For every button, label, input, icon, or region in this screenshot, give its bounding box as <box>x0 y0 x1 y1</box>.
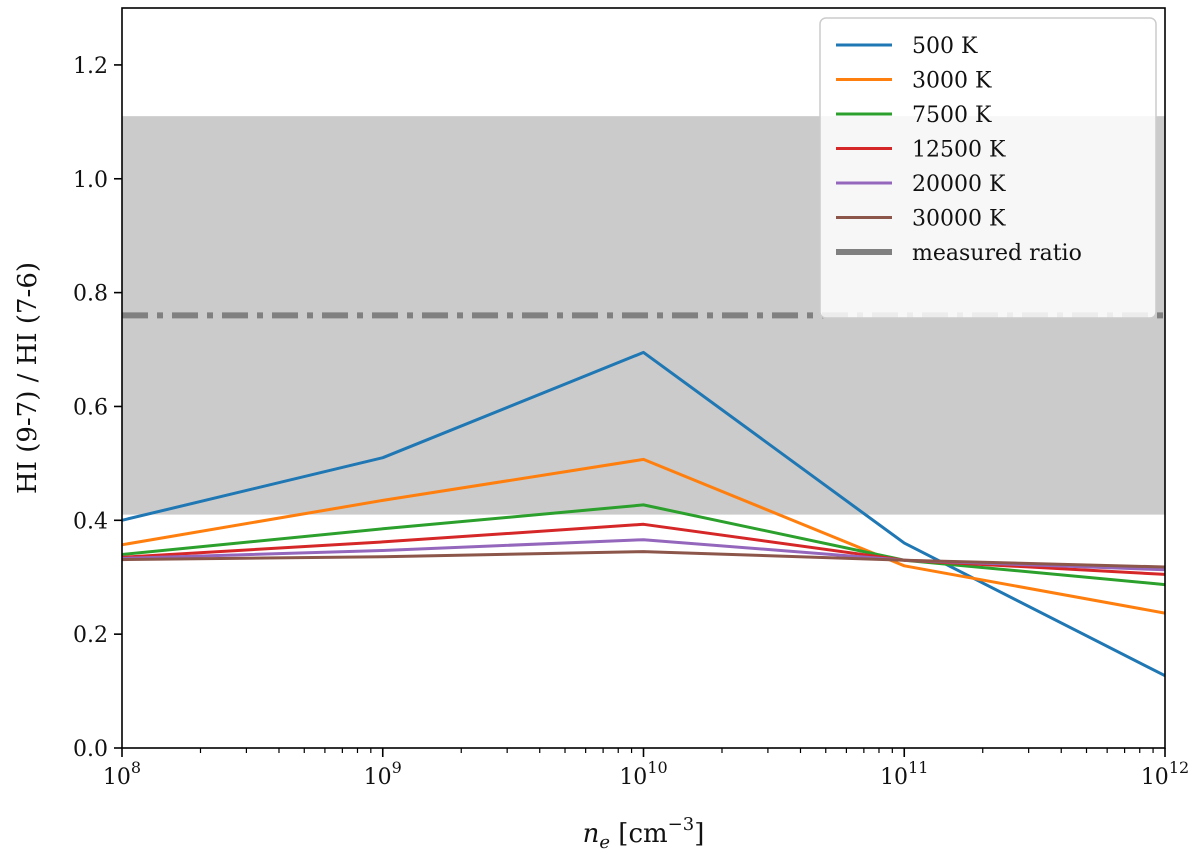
series-line-5 <box>122 550 1165 569</box>
y-tick-label-6: 1.2 <box>73 54 108 79</box>
y-tick-label-4: 0.8 <box>73 282 108 307</box>
series-line-2 <box>122 503 1165 587</box>
series-group <box>122 350 1165 678</box>
x-tick-label-3: 1011 <box>880 758 928 790</box>
series-line-3 <box>122 522 1165 576</box>
x-tick-label-4: 1012 <box>1141 758 1189 790</box>
x-tick-label-0: 108 <box>103 758 141 790</box>
x-tick-label-2: 1010 <box>619 758 667 790</box>
series-line-1 <box>122 457 1165 615</box>
y-tick-label-1: 0.2 <box>73 623 108 648</box>
x-axis-title: ne [cm−3] <box>583 814 705 853</box>
legend-label-5: 30000 K <box>912 207 1006 232</box>
legend-label-0: 500 K <box>912 34 978 59</box>
legend-box <box>819 17 1157 319</box>
legend-label-3: 12500 K <box>912 138 1006 163</box>
legend-label-1: 3000 K <box>912 69 992 94</box>
y-axis-title: HI (9-7) / HI (7-6) <box>13 262 43 494</box>
y-tick-label-2: 0.4 <box>73 509 108 534</box>
y-tick-label-5: 1.0 <box>73 168 108 193</box>
y-tick-label-3: 0.6 <box>73 395 108 420</box>
y-tick-label-0: 0.0 <box>73 737 108 762</box>
series-line-4 <box>122 538 1165 572</box>
legend-label-6: measured ratio <box>912 241 1082 266</box>
x-tick-label-1: 109 <box>364 758 402 790</box>
legend-label-2: 7500 K <box>912 103 992 128</box>
series-line-0 <box>122 350 1165 678</box>
legend-label-4: 20000 K <box>912 172 1006 197</box>
